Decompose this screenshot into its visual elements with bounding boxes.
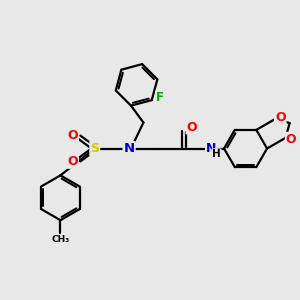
Text: O: O bbox=[67, 129, 78, 142]
Text: O: O bbox=[187, 121, 197, 134]
Text: H: H bbox=[212, 149, 221, 159]
Text: N: N bbox=[206, 142, 216, 155]
Text: F: F bbox=[156, 91, 164, 104]
Text: O: O bbox=[67, 155, 78, 168]
Text: O: O bbox=[275, 111, 286, 124]
Text: CH₃: CH₃ bbox=[51, 235, 70, 244]
Text: O: O bbox=[286, 133, 296, 146]
Text: S: S bbox=[90, 142, 99, 155]
Text: N: N bbox=[124, 142, 135, 155]
